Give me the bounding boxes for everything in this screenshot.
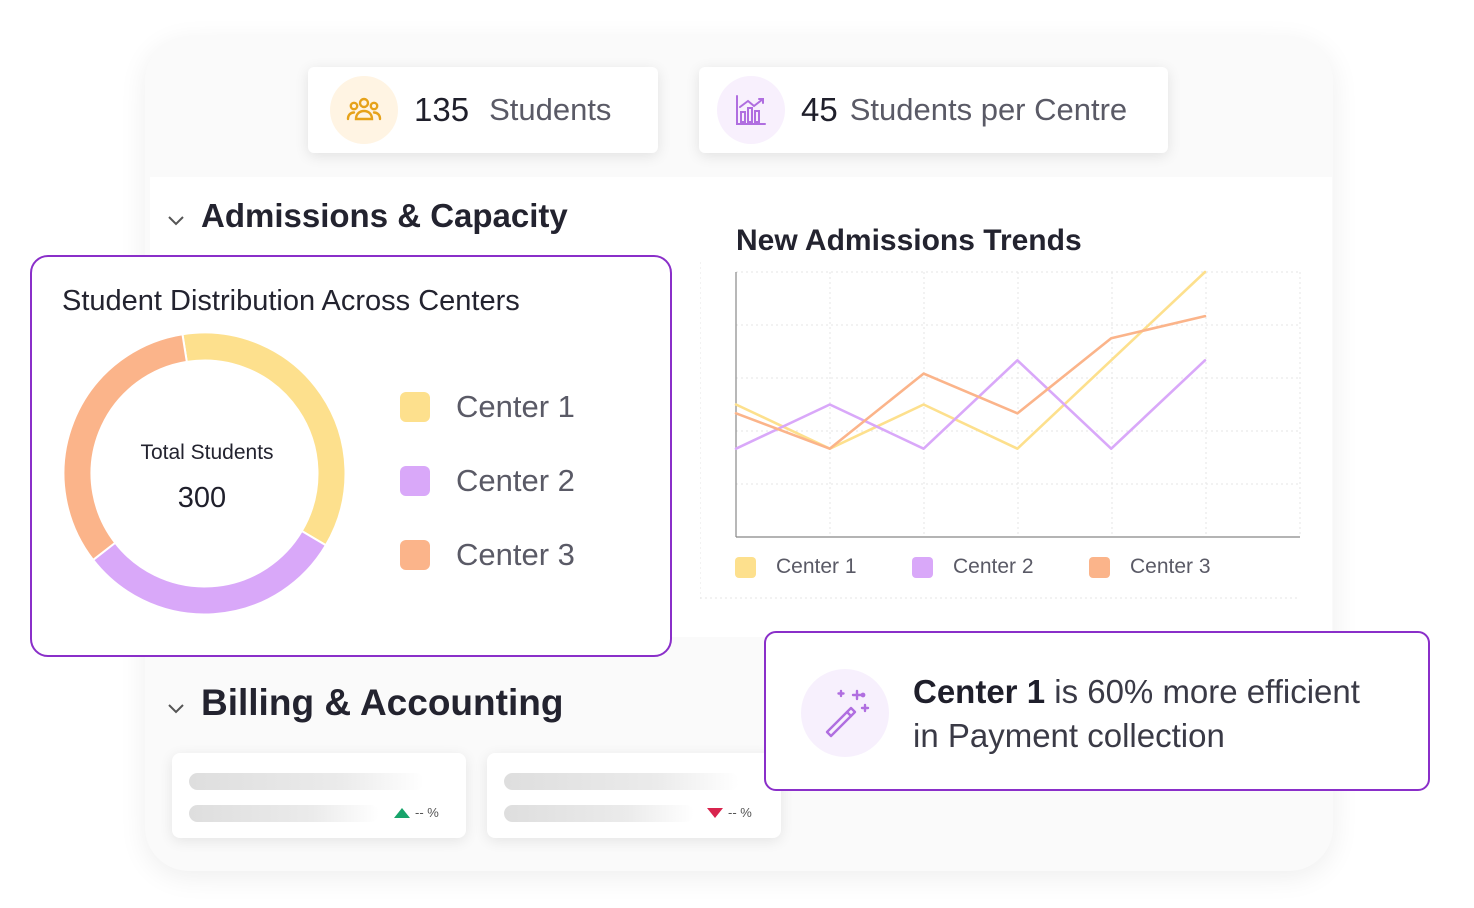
legend-swatch-center-1 xyxy=(400,392,430,422)
legend-swatch-center-3 xyxy=(1089,556,1110,578)
placeholder-bar xyxy=(189,805,379,822)
insight-text: is 60% more efficient xyxy=(1045,673,1360,710)
legend-label: Center 3 xyxy=(456,537,575,572)
donut-slice-2 xyxy=(91,529,328,616)
distribution-legend-item-2: Center 2 xyxy=(400,463,575,499)
students-per-centre-stat-card: 45 Students per Centre xyxy=(699,67,1168,153)
placeholder-bar xyxy=(189,773,424,790)
legend-label: Center 1 xyxy=(456,389,575,424)
billing-section-header[interactable]: Billing & Accounting xyxy=(167,682,563,724)
legend-label: Center 2 xyxy=(456,463,575,498)
trends-legend-item-1: Center 1 xyxy=(735,555,857,579)
insight-text-line-2: in Payment collection xyxy=(913,717,1225,754)
billing-change-indicator: -- % xyxy=(707,805,752,820)
trend-down-icon xyxy=(707,807,723,818)
trends-chart-title: New Admissions Trends xyxy=(736,224,1082,257)
donut-center-value: 300 xyxy=(177,482,227,514)
trends-line-chart xyxy=(700,262,1301,600)
students-per-centre-count: 45 xyxy=(801,91,838,128)
donut-center-label: Total Students xyxy=(140,441,274,464)
legend-swatch-center-2 xyxy=(400,466,430,496)
insight-card: Center 1 is 60% more efficient in Paymen… xyxy=(764,631,1430,791)
bar-chart-trend-icon xyxy=(717,76,785,144)
students-stat-card: 135 Students xyxy=(308,67,658,153)
placeholder-bar xyxy=(504,805,694,822)
billing-card-1: -- % xyxy=(172,753,466,838)
students-per-centre-label: Students per Centre xyxy=(849,92,1128,127)
trend-up-icon xyxy=(394,807,410,818)
legend-label: Center 1 xyxy=(776,555,857,578)
legend-label: Center 2 xyxy=(953,555,1034,578)
placeholder-bar xyxy=(504,773,739,790)
admissions-section-title: Admissions & Capacity xyxy=(201,197,568,234)
magic-wand-icon xyxy=(801,669,889,757)
students-group-icon xyxy=(330,76,398,144)
trends-legend-item-2: Center 2 xyxy=(912,555,1034,579)
distribution-legend-item-1: Center 1 xyxy=(400,389,575,425)
insight-highlight: Center 1 xyxy=(913,673,1046,710)
trends-legend-item-3: Center 3 xyxy=(1089,555,1211,579)
billing-change-value: -- % xyxy=(728,805,752,820)
distribution-donut-chart xyxy=(62,331,347,616)
donut-slice-3 xyxy=(62,333,188,562)
legend-label: Center 3 xyxy=(1130,555,1211,578)
billing-section-title: Billing & Accounting xyxy=(201,682,564,723)
billing-change-value: -- % xyxy=(415,805,439,820)
distribution-legend-item-3: Center 3 xyxy=(400,537,575,573)
student-distribution-card: Student Distribution Across Centers Tota… xyxy=(30,255,672,657)
billing-change-indicator: -- % xyxy=(394,805,439,820)
chevron-down-icon[interactable] xyxy=(167,197,185,235)
students-count: 135 xyxy=(414,91,470,128)
insight-text-line-1: Center 1 is 60% more efficient xyxy=(913,673,1360,711)
series-line-center-3 xyxy=(734,314,1207,450)
legend-swatch-center-2 xyxy=(912,556,933,578)
admissions-section-header[interactable]: Admissions & Capacity xyxy=(167,197,568,235)
distribution-card-title: Student Distribution Across Centers xyxy=(62,285,520,317)
billing-card-2: -- % xyxy=(487,753,781,838)
chevron-down-icon[interactable] xyxy=(167,682,185,724)
students-label: Students xyxy=(489,92,612,127)
series-line-center-2 xyxy=(734,359,1207,450)
series-line-center-1 xyxy=(734,270,1207,450)
legend-swatch-center-3 xyxy=(400,540,430,570)
legend-swatch-center-1 xyxy=(735,556,756,578)
